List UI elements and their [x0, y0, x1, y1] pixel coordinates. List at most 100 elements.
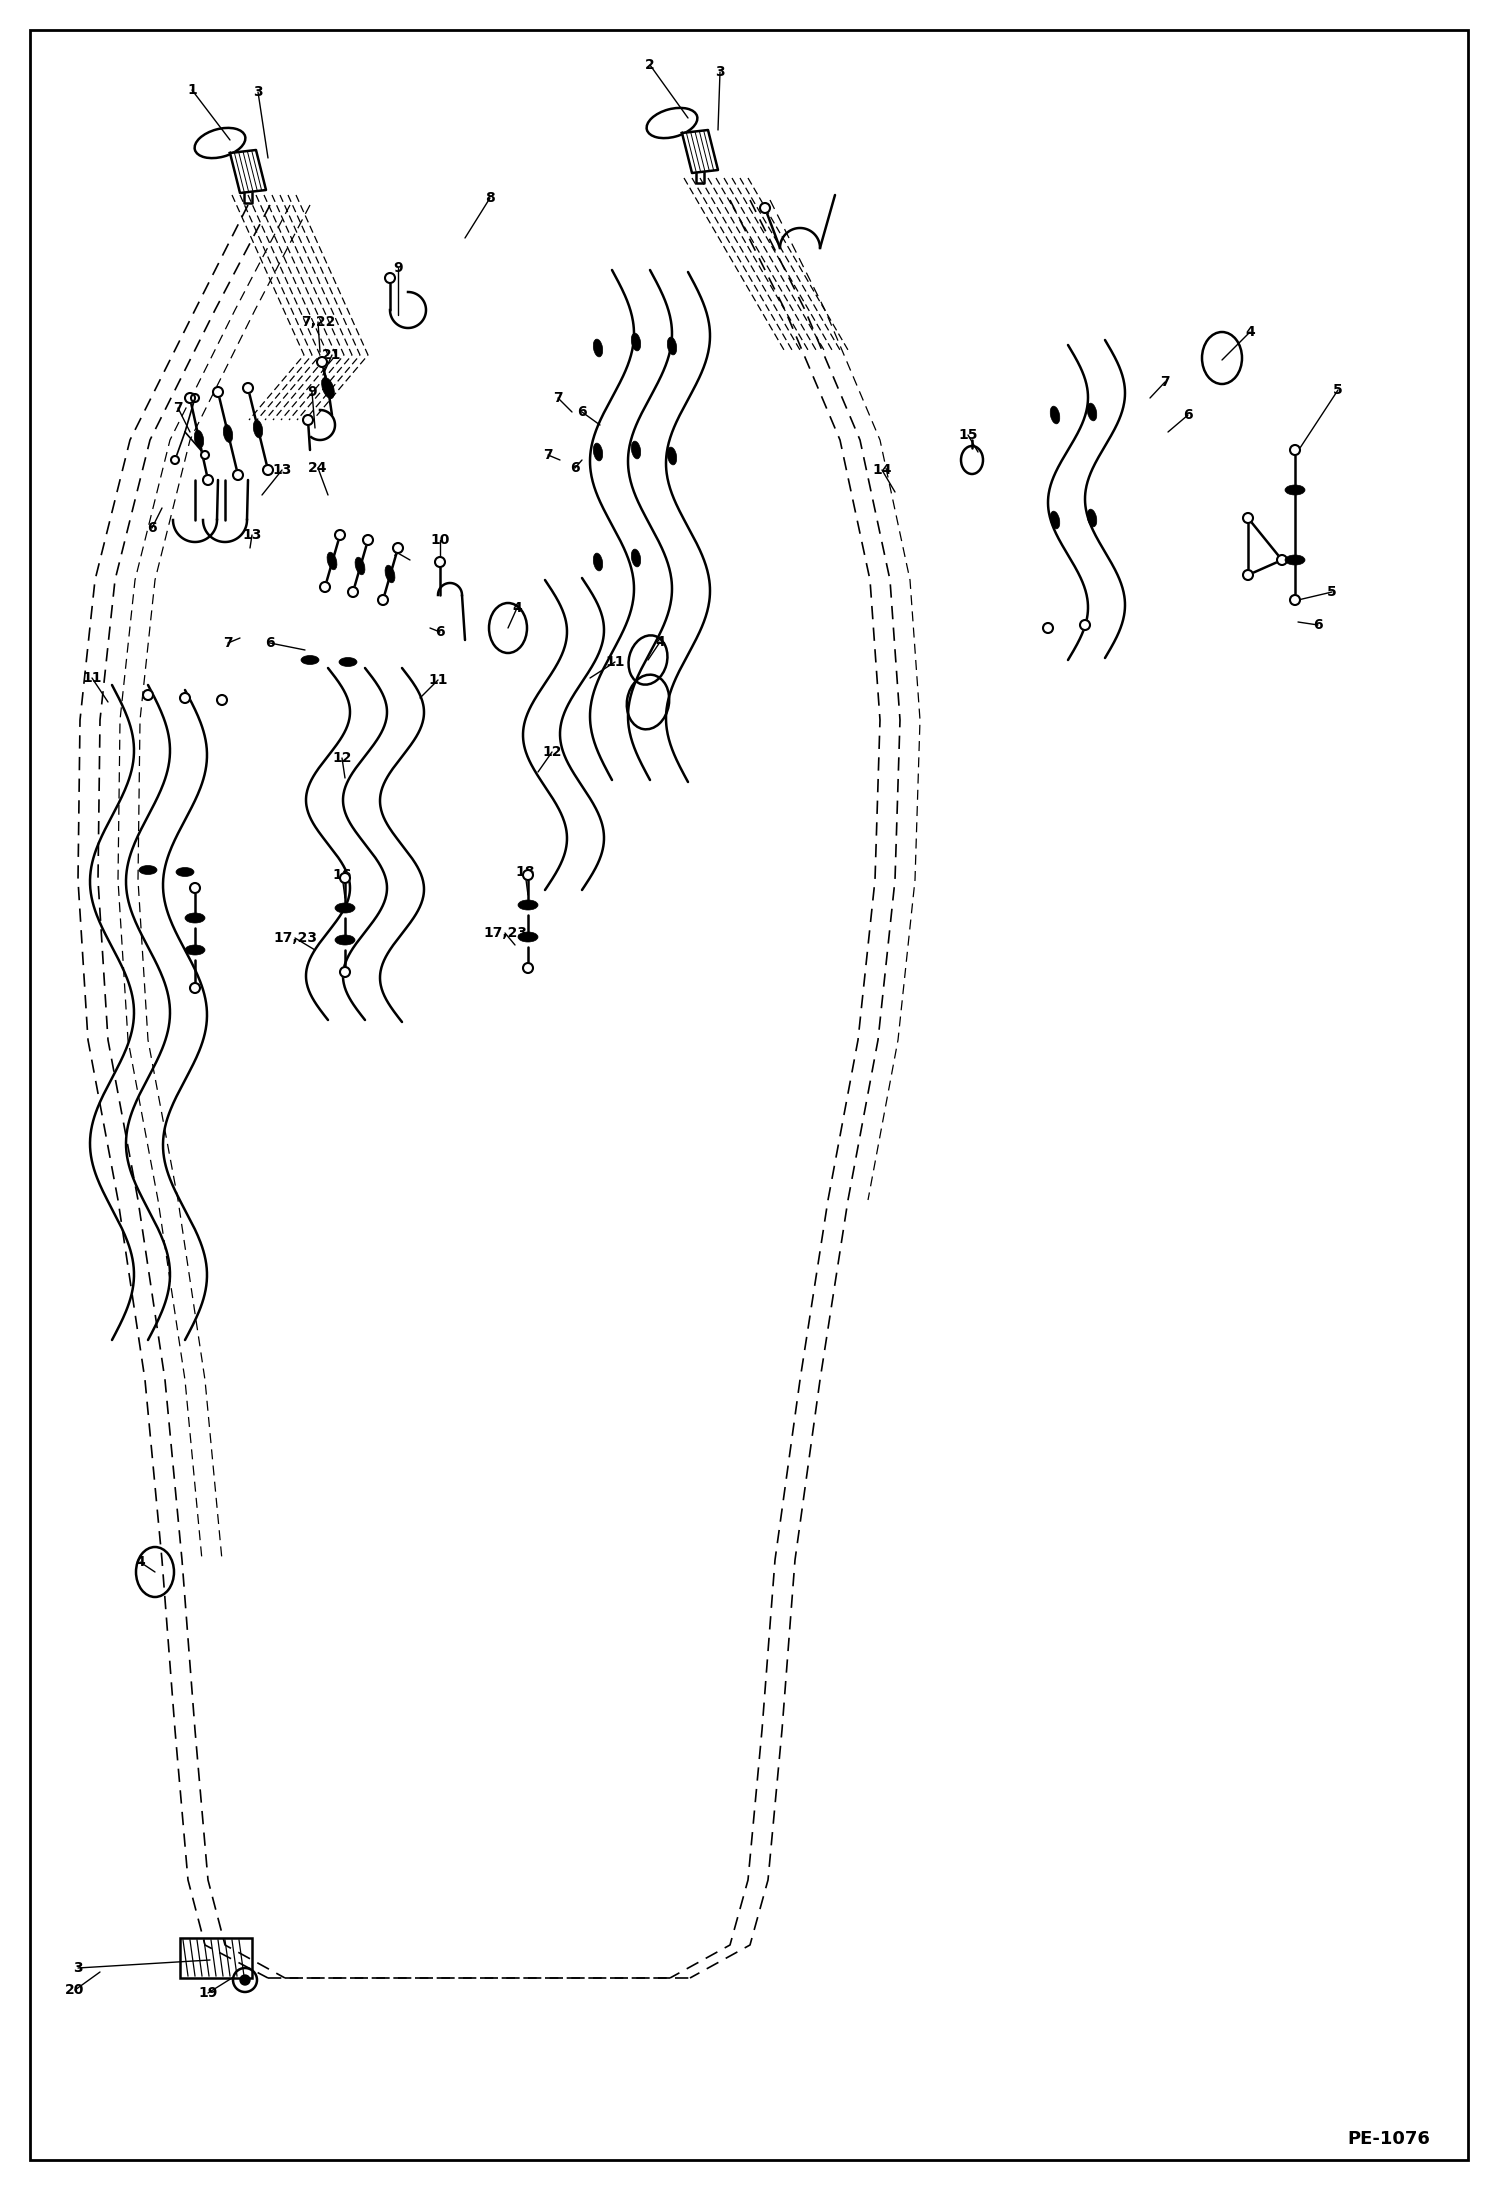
- Ellipse shape: [336, 904, 355, 913]
- Text: 13: 13: [243, 529, 262, 542]
- Circle shape: [1290, 445, 1300, 454]
- Text: 6: 6: [571, 461, 580, 474]
- Text: 6: 6: [1314, 619, 1323, 632]
- Text: 6: 6: [265, 636, 274, 649]
- Ellipse shape: [195, 430, 204, 448]
- Circle shape: [1243, 513, 1252, 522]
- Ellipse shape: [1285, 485, 1305, 496]
- Text: 6: 6: [1183, 408, 1192, 421]
- Circle shape: [336, 531, 345, 540]
- Text: 11: 11: [605, 656, 625, 669]
- Text: 10: 10: [430, 533, 449, 546]
- Circle shape: [318, 358, 327, 366]
- Circle shape: [142, 689, 153, 700]
- Ellipse shape: [593, 443, 602, 461]
- Ellipse shape: [593, 340, 602, 358]
- Text: 7: 7: [174, 402, 183, 415]
- Ellipse shape: [336, 935, 355, 946]
- Text: 9: 9: [307, 384, 316, 399]
- Text: 17,23: 17,23: [482, 926, 527, 939]
- Text: 7,22: 7,22: [301, 316, 336, 329]
- Text: 14: 14: [872, 463, 891, 476]
- Ellipse shape: [355, 557, 366, 575]
- Text: 1: 1: [187, 83, 196, 97]
- Text: 15: 15: [959, 428, 978, 441]
- Ellipse shape: [1285, 555, 1305, 566]
- Text: 6: 6: [147, 520, 157, 535]
- Text: 9: 9: [392, 261, 403, 274]
- Circle shape: [385, 272, 395, 283]
- Ellipse shape: [139, 864, 157, 875]
- Circle shape: [192, 395, 199, 402]
- Circle shape: [1276, 555, 1287, 566]
- Ellipse shape: [667, 338, 677, 355]
- Circle shape: [303, 415, 313, 426]
- Text: 12: 12: [333, 750, 352, 766]
- Circle shape: [180, 693, 190, 702]
- Circle shape: [523, 871, 533, 880]
- Ellipse shape: [631, 441, 641, 459]
- Ellipse shape: [223, 426, 232, 443]
- Ellipse shape: [339, 658, 357, 667]
- Text: 7: 7: [553, 391, 563, 406]
- Ellipse shape: [385, 566, 395, 584]
- Text: 3: 3: [253, 86, 262, 99]
- Text: 7: 7: [1159, 375, 1170, 388]
- Ellipse shape: [327, 553, 337, 570]
- Ellipse shape: [667, 448, 677, 465]
- Text: 11: 11: [82, 671, 102, 685]
- Circle shape: [1290, 595, 1300, 606]
- Text: 2: 2: [646, 57, 655, 72]
- Circle shape: [217, 695, 228, 704]
- Text: 3: 3: [715, 66, 725, 79]
- Text: 5: 5: [1333, 384, 1342, 397]
- Circle shape: [759, 204, 770, 213]
- Text: 7: 7: [544, 448, 553, 463]
- Circle shape: [171, 456, 178, 463]
- Ellipse shape: [1050, 406, 1059, 423]
- Text: 18: 18: [515, 864, 535, 880]
- Ellipse shape: [195, 127, 246, 158]
- Polygon shape: [231, 149, 267, 193]
- Text: 17,23: 17,23: [273, 930, 318, 946]
- Circle shape: [204, 474, 213, 485]
- Text: PE-1076: PE-1076: [1347, 2130, 1431, 2148]
- Text: 16: 16: [333, 869, 352, 882]
- Text: 4: 4: [1245, 325, 1255, 340]
- Circle shape: [190, 882, 201, 893]
- Ellipse shape: [301, 656, 319, 665]
- Circle shape: [264, 465, 273, 474]
- Circle shape: [1043, 623, 1053, 634]
- Circle shape: [340, 968, 351, 976]
- Circle shape: [523, 963, 533, 972]
- Text: 6: 6: [577, 406, 587, 419]
- Text: 4: 4: [512, 601, 521, 614]
- Circle shape: [377, 595, 388, 606]
- Text: 4: 4: [135, 1556, 145, 1569]
- Circle shape: [201, 452, 210, 459]
- Text: 4: 4: [655, 634, 665, 649]
- Circle shape: [392, 542, 403, 553]
- Circle shape: [240, 1975, 250, 1986]
- Circle shape: [340, 873, 351, 882]
- Circle shape: [234, 470, 243, 480]
- Text: 5: 5: [1327, 586, 1336, 599]
- Ellipse shape: [1088, 404, 1097, 421]
- Ellipse shape: [631, 333, 641, 351]
- Circle shape: [243, 384, 253, 393]
- Text: 11: 11: [428, 674, 448, 687]
- Ellipse shape: [593, 553, 602, 570]
- Text: 6: 6: [436, 625, 445, 638]
- Circle shape: [348, 588, 358, 597]
- Bar: [180, 1937, 252, 1979]
- Text: 21: 21: [322, 349, 342, 362]
- Ellipse shape: [184, 913, 205, 924]
- Polygon shape: [682, 129, 718, 173]
- Text: 12: 12: [542, 746, 562, 759]
- Ellipse shape: [647, 108, 698, 138]
- Text: 3: 3: [73, 1961, 82, 1975]
- Circle shape: [321, 581, 330, 592]
- Ellipse shape: [253, 419, 262, 439]
- Ellipse shape: [1088, 509, 1097, 527]
- Text: 13: 13: [273, 463, 292, 476]
